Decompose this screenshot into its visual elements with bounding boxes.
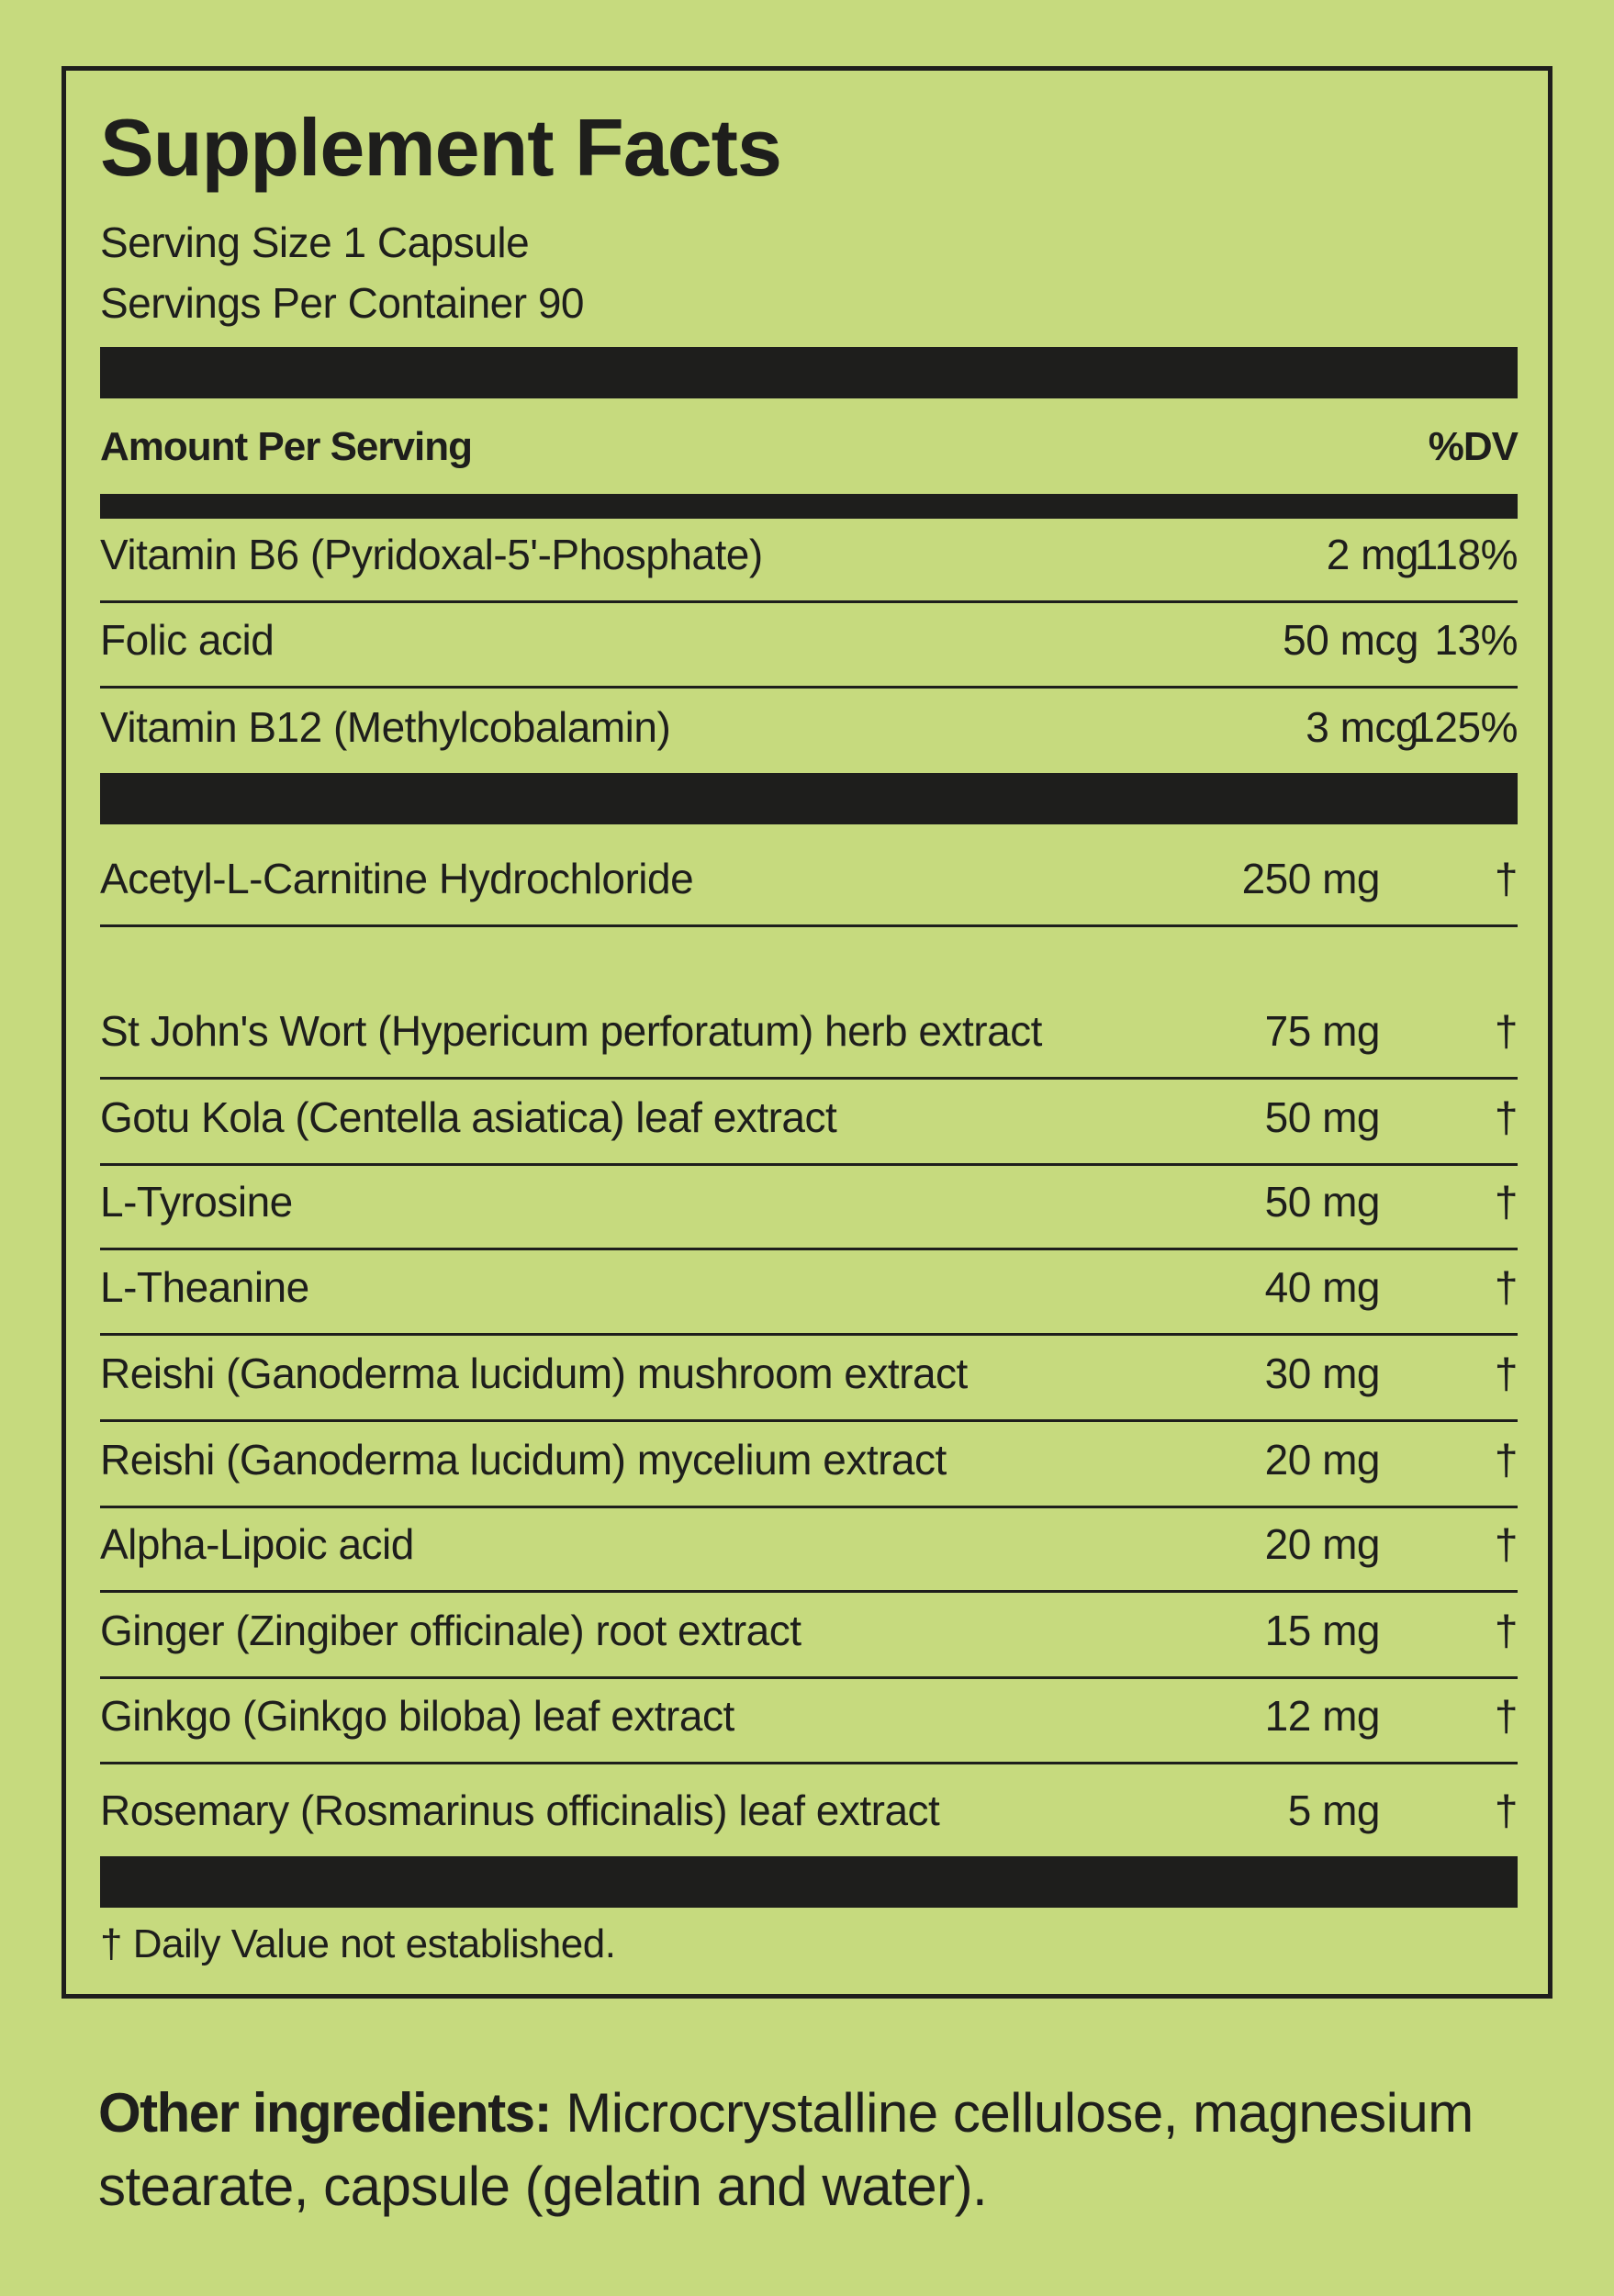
nutrient-dv: 13% bbox=[1434, 615, 1518, 664]
nutrient-name: Folic acid bbox=[100, 615, 275, 664]
nutrient-amount: 50 mcg bbox=[1283, 615, 1418, 664]
ingredient-amount: 250 mg bbox=[1241, 854, 1381, 902]
medium-divider bbox=[100, 494, 1518, 519]
ingredient-row: Rosemary (Rosmarinus officinalis) leaf e… bbox=[100, 1764, 1519, 1856]
ingredient-rows: Acetyl-L-Carnitine Hydrochloride 250 mg … bbox=[100, 824, 1519, 1856]
ingredient-dv: † bbox=[1494, 1519, 1519, 1568]
dv-label: %DV bbox=[1428, 424, 1519, 469]
ingredient-dv: † bbox=[1494, 1262, 1519, 1311]
ingredient-amount: 20 mg bbox=[1264, 1519, 1381, 1568]
nutrient-row: Vitamin B6 (Pyridoxal-5'-Phosphate) 2 mg… bbox=[100, 519, 1519, 603]
ingredient-name: Ginger (Zingiber officinale) root extrac… bbox=[100, 1606, 801, 1654]
ingredient-dv: † bbox=[1494, 1786, 1519, 1834]
ingredient-dv: † bbox=[1494, 854, 1519, 902]
amount-per-serving-label: Amount Per Serving bbox=[100, 424, 473, 469]
ingredient-row: St John's Wort (Hypericum perforatum) he… bbox=[100, 927, 1519, 1080]
servings-per-container: Servings Per Container 90 bbox=[100, 279, 585, 327]
thick-divider bbox=[100, 347, 1518, 398]
ingredient-amount: 50 mg bbox=[1264, 1177, 1381, 1226]
nutrient-amount: 3 mcg bbox=[1306, 702, 1418, 751]
serving-size: Serving Size 1 Capsule bbox=[100, 218, 530, 266]
nutrient-row: Vitamin B12 (Methylcobalamin) 3 mcg 125% bbox=[100, 689, 1518, 773]
ingredient-dv: † bbox=[1494, 1691, 1519, 1740]
ingredient-amount: 5 mg bbox=[1287, 1786, 1381, 1834]
nutrient-dv: 118% bbox=[1414, 530, 1519, 578]
ingredient-amount: 12 mg bbox=[1264, 1691, 1381, 1740]
ingredient-name: Acetyl-L-Carnitine Hydrochloride bbox=[100, 854, 694, 902]
ingredient-name: Ginkgo (Ginkgo biloba) leaf extract bbox=[100, 1691, 734, 1740]
ingredient-name: Reishi (Ganoderma lucidum) mycelium extr… bbox=[100, 1435, 947, 1484]
ingredient-dv: † bbox=[1494, 1177, 1519, 1226]
thick-divider bbox=[100, 1856, 1518, 1908]
nutrient-dv: 125% bbox=[1411, 702, 1518, 751]
ingredient-dv: † bbox=[1494, 1006, 1519, 1055]
nutrient-amount: 2 mg bbox=[1326, 530, 1419, 578]
ingredient-amount: 50 mg bbox=[1264, 1092, 1381, 1141]
ingredient-name: Gotu Kola (Centella asiatica) leaf extra… bbox=[100, 1092, 837, 1141]
ingredient-amount: 40 mg bbox=[1264, 1262, 1381, 1311]
ingredient-amount: 15 mg bbox=[1264, 1606, 1381, 1654]
ingredient-dv: † bbox=[1494, 1606, 1519, 1654]
ingredient-row: Reishi (Ganoderma lucidum) mycelium extr… bbox=[100, 1422, 1519, 1508]
nutrient-name: Vitamin B6 (Pyridoxal-5'-Phosphate) bbox=[100, 530, 763, 578]
ingredient-row: Ginger (Zingiber officinale) root extrac… bbox=[100, 1593, 1519, 1679]
ingredient-amount: 30 mg bbox=[1264, 1349, 1381, 1397]
ingredient-name: Rosemary (Rosmarinus officinalis) leaf e… bbox=[100, 1786, 940, 1834]
ingredient-row: Gotu Kola (Centella asiatica) leaf extra… bbox=[100, 1080, 1519, 1166]
nutrient-row: Folic acid 50 mcg 13% bbox=[100, 603, 1518, 689]
vitamin-rows: Vitamin B6 (Pyridoxal-5'-Phosphate) 2 mg… bbox=[100, 519, 1519, 773]
ingredient-name: Alpha-Lipoic acid bbox=[100, 1519, 414, 1568]
other-ingredients: Other ingredients: Microcrystalline cell… bbox=[98, 2077, 1567, 2223]
ingredient-amount: 75 mg bbox=[1264, 1006, 1381, 1055]
ingredient-dv: † bbox=[1494, 1092, 1519, 1141]
ingredient-row: Acetyl-L-Carnitine Hydrochloride 250 mg … bbox=[100, 824, 1519, 927]
column-header: Amount Per Serving %DV bbox=[100, 424, 1519, 470]
ingredient-amount: 20 mg bbox=[1264, 1435, 1381, 1484]
other-ingredients-label: Other ingredients: bbox=[98, 2082, 553, 2144]
ingredient-name: L-Theanine bbox=[100, 1262, 309, 1311]
ingredient-dv: † bbox=[1494, 1435, 1519, 1484]
nutrient-name: Vitamin B12 (Methylcobalamin) bbox=[100, 702, 671, 751]
supplement-facts-panel: Supplement Facts Serving Size 1 Capsule … bbox=[62, 66, 1552, 1999]
ingredient-name: Reishi (Ganoderma lucidum) mushroom extr… bbox=[100, 1349, 968, 1397]
ingredient-row: L-Theanine 40 mg † bbox=[100, 1250, 1519, 1336]
other-ingredients-text: Microcrystalline cellulose, magnesium st… bbox=[98, 2082, 1474, 2217]
ingredient-name: L-Tyrosine bbox=[100, 1177, 293, 1226]
ingredient-row: L-Tyrosine 50 mg † bbox=[100, 1166, 1519, 1250]
ingredient-row: Ginkgo (Ginkgo biloba) leaf extract 12 m… bbox=[100, 1679, 1519, 1764]
ingredient-dv: † bbox=[1494, 1349, 1519, 1397]
panel-title: Supplement Facts bbox=[100, 102, 782, 193]
footnote: † Daily Value not established. bbox=[100, 1921, 616, 1966]
ingredient-row: Alpha-Lipoic acid 20 mg † bbox=[100, 1508, 1519, 1593]
thick-divider bbox=[100, 773, 1518, 824]
ingredient-name: St John's Wort (Hypericum perforatum) he… bbox=[100, 1006, 1042, 1055]
ingredient-row: Reishi (Ganoderma lucidum) mushroom extr… bbox=[100, 1336, 1519, 1422]
